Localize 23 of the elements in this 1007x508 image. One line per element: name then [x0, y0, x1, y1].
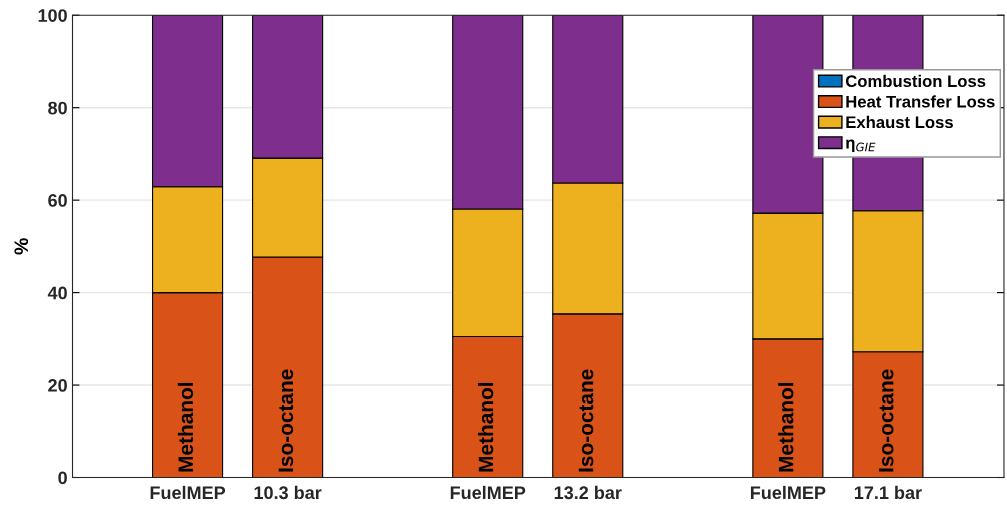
- x-tick-label: FuelMEP: [150, 485, 226, 500]
- x-tick-label: FuelMEP: [750, 485, 826, 500]
- x-tick-label: 10.3 bar: [254, 485, 322, 500]
- y-axis-title: %: [14, 238, 29, 255]
- annotation: Methanol: [177, 382, 194, 472]
- annotation: Iso-octane: [878, 369, 894, 472]
- annotation: Methanol: [478, 382, 494, 472]
- annotation: Methanol: [778, 382, 794, 472]
- y-tick-label: 40: [47, 286, 67, 300]
- y-tick-label: 100: [38, 9, 67, 22]
- annotation: Iso-octane: [278, 369, 294, 472]
- legend-label: Exhaust Loss: [846, 115, 953, 129]
- y-tick-label: 0: [58, 471, 67, 485]
- y-tick-label: 80: [48, 101, 67, 115]
- x-tick-label: 13.2 bar: [554, 485, 622, 500]
- x-tick-label: 17.1 bar: [854, 485, 922, 500]
- legend-label: Heat Transfer Loss: [846, 95, 995, 108]
- y-tick-label: 60: [48, 194, 67, 207]
- annotation: Iso-octane: [578, 369, 594, 472]
- legend-label: Combustion Loss: [845, 74, 986, 88]
- y-tick-label: 20: [48, 379, 67, 392]
- legend-label: η$_{GIE}$: [846, 139, 876, 152]
- x-tick-label: FuelMEP: [450, 485, 526, 500]
